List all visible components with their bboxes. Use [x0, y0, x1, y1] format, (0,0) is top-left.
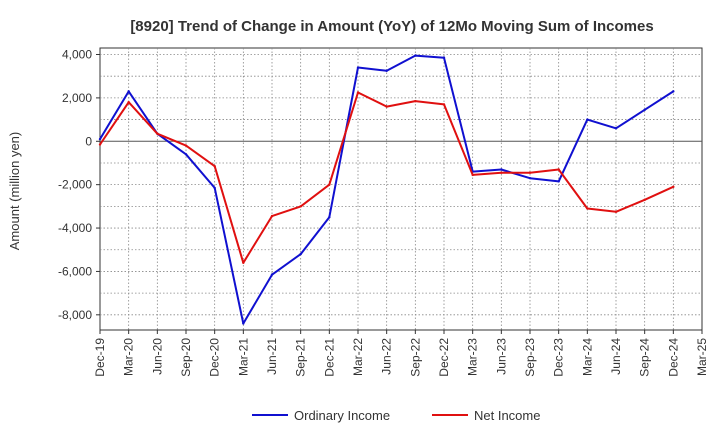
data-point-net-income [500, 171, 503, 174]
x-tick-label: Sep-21 [294, 338, 308, 377]
data-point-net-income [414, 99, 417, 103]
data-point-net-income [299, 205, 302, 208]
legend: Ordinary Income Net Income [252, 408, 540, 423]
x-tick-label: Jun-21 [265, 338, 279, 375]
x-tick-label: Mar-24 [580, 338, 594, 376]
data-point-ordinary-income [614, 127, 618, 130]
x-tick-label: Sep-24 [638, 338, 652, 377]
data-point-net-income [270, 214, 274, 218]
y-tick-label: 4,000 [62, 48, 92, 62]
data-point-ordinary-income [328, 216, 331, 219]
data-point-net-income [557, 168, 560, 171]
data-point-ordinary-income [528, 176, 532, 180]
x-tick-label: Mar-23 [466, 338, 480, 376]
data-point-ordinary-income [299, 252, 302, 256]
data-point-ordinary-income [672, 90, 675, 93]
data-point-ordinary-income [213, 186, 216, 190]
data-point-net-income [242, 261, 245, 264]
data-point-net-income [586, 207, 589, 210]
x-tick-label: Mar-22 [351, 338, 365, 376]
data-point-net-income [127, 101, 130, 104]
data-point-net-income [356, 91, 360, 94]
y-tick-label: -8,000 [58, 308, 92, 322]
x-tick-label: Jun-23 [494, 338, 508, 375]
data-point-net-income [528, 171, 532, 174]
y-tick-label: -6,000 [58, 264, 92, 278]
data-point-net-income [98, 143, 102, 146]
data-point-net-income [471, 173, 474, 177]
x-tick-label: Mar-21 [236, 338, 250, 376]
x-tick-label: Dec-20 [208, 338, 222, 377]
data-point-ordinary-income [98, 137, 102, 141]
y-axis-title: Amount (million yen) [7, 132, 22, 251]
data-point-ordinary-income [184, 153, 188, 156]
x-tick-label: Sep-20 [179, 338, 193, 377]
data-point-ordinary-income [385, 69, 388, 72]
data-point-ordinary-income [557, 180, 560, 183]
data-point-net-income [156, 132, 159, 135]
plot-area: 4,000 2,000 0 -2,000 -4,000 -6,000 -8,000 Dec-1… [58, 47, 709, 377]
data-point-net-income [442, 103, 446, 106]
x-tick-label: Sep-23 [523, 338, 537, 377]
x-tick-label: Dec-22 [437, 338, 451, 377]
data-point-ordinary-income [643, 108, 646, 112]
x-tick-label: Jun-24 [609, 338, 623, 375]
y-tick-label: -4,000 [58, 221, 92, 235]
data-point-ordinary-income [356, 66, 360, 69]
data-point-ordinary-income [127, 90, 130, 93]
data-point-net-income [643, 198, 646, 202]
data-point-ordinary-income [242, 322, 245, 325]
x-tick-label: Mar-20 [122, 338, 136, 376]
data-point-net-income [213, 165, 216, 168]
x-tick-label: Jun-22 [380, 338, 394, 375]
data-point-net-income [184, 144, 188, 147]
x-tick-label: Dec-23 [552, 338, 566, 377]
legend-label-ordinary-income: Ordinary Income [294, 408, 390, 423]
data-point-ordinary-income [442, 56, 446, 59]
data-point-ordinary-income [586, 118, 589, 121]
y-tick-label: 0 [85, 134, 92, 148]
data-point-net-income [328, 183, 331, 186]
plot-frame [99, 47, 703, 331]
x-tick-label: Mar-25 [695, 338, 709, 376]
data-point-ordinary-income [270, 273, 274, 276]
data-point-net-income [614, 210, 618, 213]
x-tick-label: Dec-21 [322, 338, 336, 377]
data-point-ordinary-income [500, 168, 503, 171]
y-tick-label: 2,000 [62, 91, 92, 105]
data-point-net-income [385, 105, 388, 108]
x-tick-label: Sep-22 [408, 338, 422, 377]
data-point-ordinary-income [414, 54, 417, 57]
legend-label-net-income: Net Income [474, 408, 540, 423]
x-tick-label: Dec-24 [666, 338, 680, 377]
x-tick-label: Dec-19 [93, 338, 107, 377]
x-tick-label: Jun-20 [150, 338, 164, 375]
chart-title: [8920] Trend of Change in Amount (YoY) o… [130, 18, 653, 35]
data-point-net-income [672, 185, 675, 189]
y-tick-label: -2,000 [58, 178, 92, 192]
